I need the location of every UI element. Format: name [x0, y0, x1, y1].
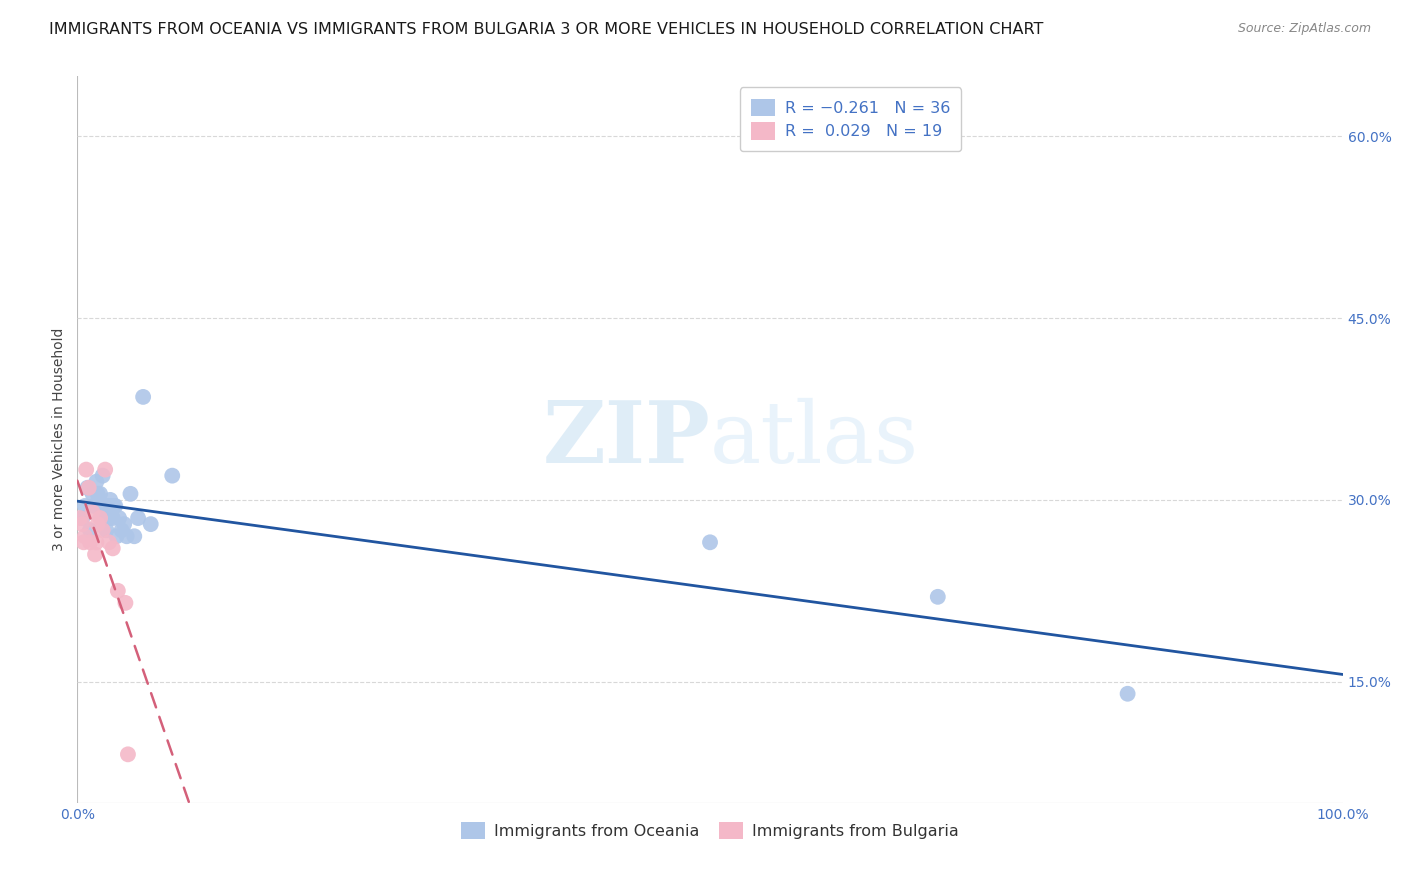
- Point: [98, 492, 121, 507]
- Point: [82, 505, 104, 519]
- Point: [86, 517, 108, 532]
- Point: [76, 481, 98, 495]
- Point: [139, 517, 162, 532]
- Point: [87, 499, 110, 513]
- Point: [75, 462, 97, 476]
- Point: [94, 462, 117, 476]
- Point: [73, 535, 96, 549]
- Point: [162, 468, 183, 483]
- Point: [72, 511, 94, 525]
- Point: [127, 511, 149, 525]
- Point: [107, 583, 129, 598]
- Point: [105, 529, 128, 543]
- Point: [84, 548, 107, 562]
- Point: [69, 511, 91, 525]
- Point: [699, 535, 721, 549]
- Text: atlas: atlas: [710, 398, 920, 481]
- Point: [124, 529, 146, 543]
- Point: [86, 535, 108, 549]
- Point: [72, 517, 94, 532]
- Point: [104, 499, 127, 513]
- Text: Source: ZipAtlas.com: Source: ZipAtlas.com: [1237, 22, 1371, 36]
- Point: [91, 523, 114, 537]
- Point: [103, 499, 125, 513]
- Point: [115, 529, 138, 543]
- Point: [98, 535, 120, 549]
- Point: [73, 499, 96, 513]
- Point: [97, 499, 120, 513]
- Point: [111, 523, 132, 537]
- Text: ZIP: ZIP: [543, 397, 710, 482]
- Point: [90, 511, 112, 525]
- Point: [89, 487, 111, 501]
- Point: [91, 468, 114, 483]
- Y-axis label: 3 or more Vehicles in Household: 3 or more Vehicles in Household: [52, 327, 66, 551]
- Point: [927, 590, 949, 604]
- Point: [79, 523, 101, 537]
- Point: [86, 475, 108, 489]
- Point: [117, 747, 139, 762]
- Point: [79, 535, 101, 549]
- Point: [100, 499, 122, 513]
- Point: [108, 511, 131, 525]
- Point: [1116, 687, 1139, 701]
- Point: [120, 487, 142, 501]
- Point: [93, 511, 115, 525]
- Text: IMMIGRANTS FROM OCEANIA VS IMMIGRANTS FROM BULGARIA 3 OR MORE VEHICLES IN HOUSEH: IMMIGRANTS FROM OCEANIA VS IMMIGRANTS FR…: [49, 22, 1043, 37]
- Point: [98, 511, 120, 525]
- Point: [101, 511, 124, 525]
- Legend: Immigrants from Oceania, Immigrants from Bulgaria: Immigrants from Oceania, Immigrants from…: [454, 815, 966, 846]
- Point: [96, 523, 118, 537]
- Point: [83, 499, 105, 513]
- Point: [132, 390, 155, 404]
- Point: [89, 511, 111, 525]
- Point: [112, 517, 135, 532]
- Point: [77, 481, 100, 495]
- Point: [94, 499, 117, 513]
- Point: [101, 541, 124, 556]
- Point: [82, 487, 104, 501]
- Point: [86, 487, 108, 501]
- Point: [114, 596, 136, 610]
- Point: [73, 529, 96, 543]
